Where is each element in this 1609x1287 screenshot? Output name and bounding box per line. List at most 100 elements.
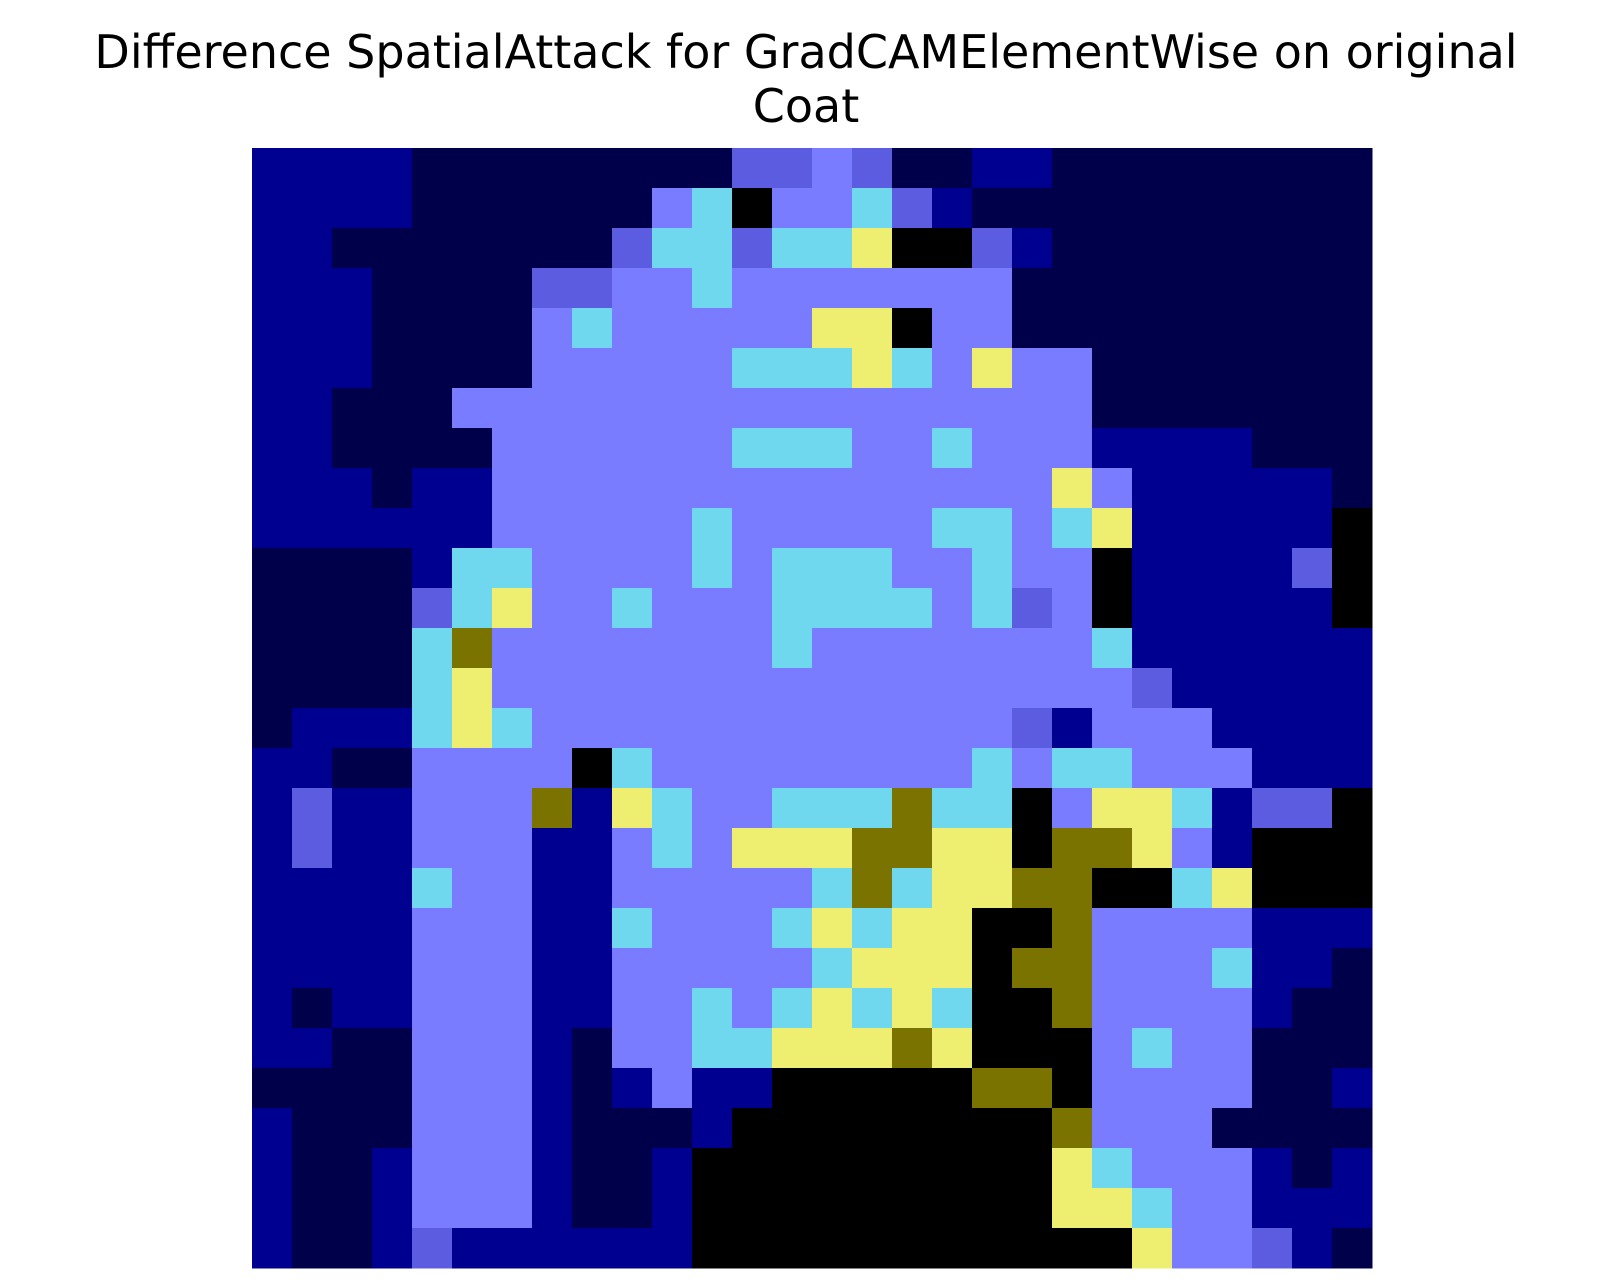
heatmap-cell xyxy=(532,348,573,389)
heatmap-cell xyxy=(1212,708,1253,749)
heatmap-cell xyxy=(892,1108,933,1149)
heatmap-cell xyxy=(252,1188,293,1229)
heatmap-cell xyxy=(252,468,293,509)
heatmap-cell xyxy=(1052,388,1093,429)
heatmap-cell xyxy=(892,628,933,669)
heatmap-cell xyxy=(1012,148,1053,189)
heatmap-cell xyxy=(972,908,1013,949)
heatmap-cell xyxy=(812,828,853,869)
heatmap-cell xyxy=(492,588,533,629)
heatmap-cell xyxy=(252,228,293,269)
heatmap-cell xyxy=(372,788,413,829)
heatmap-cell xyxy=(1252,1228,1293,1269)
heatmap-cell xyxy=(292,268,333,309)
heatmap-cell xyxy=(1132,628,1173,669)
heatmap-cell xyxy=(292,588,333,629)
heatmap-cell xyxy=(932,828,973,869)
heatmap-cell xyxy=(572,708,613,749)
heatmap-cell xyxy=(1252,228,1293,269)
heatmap-cell xyxy=(652,708,693,749)
heatmap-cell xyxy=(892,788,933,829)
heatmap-cell xyxy=(1252,188,1293,229)
heatmap-cell xyxy=(252,1148,293,1189)
heatmap-cell xyxy=(1172,548,1213,589)
heatmap-cell xyxy=(1132,1028,1173,1069)
heatmap-cell xyxy=(652,1148,693,1189)
heatmap-cell xyxy=(732,948,773,989)
heatmap-cell xyxy=(852,1028,893,1069)
heatmap-cell xyxy=(572,548,613,589)
heatmap-plot-area xyxy=(252,148,1373,1269)
heatmap-cell xyxy=(932,388,973,429)
heatmap-cell xyxy=(1132,1188,1173,1229)
heatmap-cell xyxy=(1052,628,1093,669)
heatmap-cell xyxy=(252,828,293,869)
heatmap-cell xyxy=(1332,1068,1373,1109)
heatmap-cell xyxy=(1292,868,1333,909)
heatmap-cell xyxy=(532,908,573,949)
heatmap-cell xyxy=(932,468,973,509)
heatmap-cell xyxy=(532,148,573,189)
heatmap-cell xyxy=(292,628,333,669)
heatmap-cell xyxy=(772,1148,813,1189)
heatmap-cell xyxy=(612,788,653,829)
heatmap-cell xyxy=(532,428,573,469)
heatmap-cell xyxy=(532,708,573,749)
heatmap-cell xyxy=(1252,948,1293,989)
heatmap-cell xyxy=(252,188,293,229)
heatmap-cell xyxy=(652,1108,693,1149)
heatmap-cell xyxy=(372,988,413,1029)
heatmap-cell xyxy=(892,868,933,909)
heatmap-cell xyxy=(892,228,933,269)
heatmap-cell xyxy=(1212,1108,1253,1149)
heatmap-cell xyxy=(1292,1148,1333,1189)
heatmap-cell xyxy=(732,148,773,189)
heatmap-cell xyxy=(252,668,293,709)
heatmap-cell xyxy=(372,1028,413,1069)
heatmap-cell xyxy=(1092,668,1133,709)
heatmap-cell xyxy=(932,1028,973,1069)
heatmap-cell xyxy=(1012,548,1053,589)
heatmap-cell xyxy=(1212,1188,1253,1229)
heatmap-cell xyxy=(1252,908,1293,949)
heatmap-cell xyxy=(532,388,573,429)
heatmap-cell xyxy=(812,1148,853,1189)
heatmap-cell xyxy=(972,708,1013,749)
heatmap-cell xyxy=(612,948,653,989)
heatmap-cell xyxy=(532,1068,573,1109)
heatmap-cell xyxy=(1332,468,1373,509)
heatmap-cell xyxy=(692,628,733,669)
heatmap-cell xyxy=(732,908,773,949)
heatmap-cell xyxy=(372,1148,413,1189)
heatmap-cell xyxy=(972,788,1013,829)
heatmap-cell xyxy=(1332,308,1373,349)
heatmap-cell xyxy=(532,788,573,829)
heatmap-cell xyxy=(412,348,453,389)
heatmap-cell xyxy=(1052,468,1093,509)
heatmap-cell xyxy=(1172,708,1213,749)
heatmap-cell xyxy=(932,148,973,189)
heatmap-cell xyxy=(1252,668,1293,709)
heatmap-cell xyxy=(772,468,813,509)
heatmap-cell xyxy=(652,1068,693,1109)
heatmap-cell xyxy=(412,668,453,709)
heatmap-cell xyxy=(1332,148,1373,189)
heatmap-cell xyxy=(372,868,413,909)
heatmap-cell xyxy=(572,668,613,709)
heatmap-cell xyxy=(932,1188,973,1229)
heatmap-cell xyxy=(692,308,733,349)
heatmap-cell xyxy=(452,428,493,469)
heatmap-cell xyxy=(772,1028,813,1069)
heatmap-cell xyxy=(732,1148,773,1189)
heatmap-cell xyxy=(572,1028,613,1069)
heatmap-cell xyxy=(972,508,1013,549)
heatmap-cell xyxy=(452,508,493,549)
heatmap-cell xyxy=(252,868,293,909)
heatmap-cell xyxy=(812,388,853,429)
heatmap-cell xyxy=(1012,1148,1053,1189)
heatmap-cell xyxy=(812,548,853,589)
heatmap-cell xyxy=(772,828,813,869)
heatmap-cell xyxy=(1132,868,1173,909)
heatmap-cell xyxy=(1132,228,1173,269)
heatmap-cell xyxy=(332,988,373,1029)
